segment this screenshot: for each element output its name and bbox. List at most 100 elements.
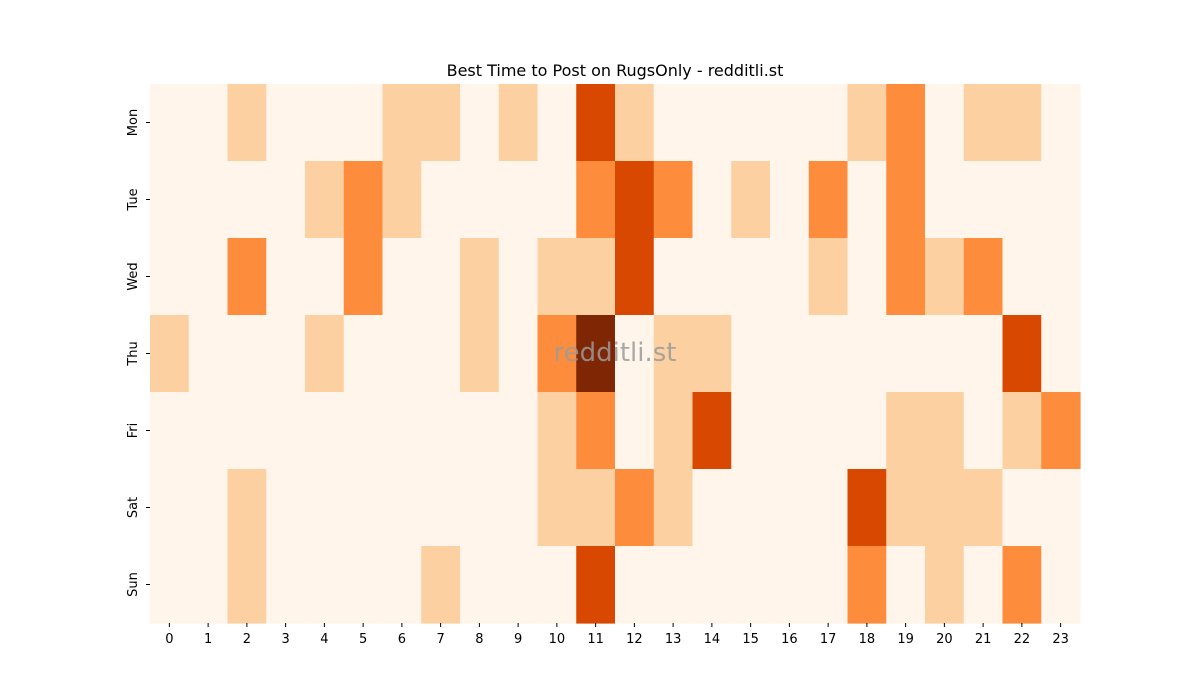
heatmap-cell-mon-13 <box>653 84 694 162</box>
heatmap-cell-thu-12 <box>615 315 655 393</box>
heatmap-cell-sat-21 <box>963 469 1004 547</box>
heatmap-cell-sun-10 <box>537 546 577 624</box>
heatmap-cell-thu-8 <box>460 315 500 393</box>
heatmap-cell-sat-5 <box>343 469 384 547</box>
heatmap-cell-sun-15 <box>731 546 771 624</box>
chart-title: Best Time to Post on RugsOnly - redditli… <box>447 61 784 80</box>
heatmap-cell-mon-4 <box>305 84 345 162</box>
heatmap-cell-thu-5 <box>343 315 384 393</box>
heatmap-cell-thu-18 <box>847 315 887 393</box>
heatmap-cell-mon-18 <box>847 84 887 162</box>
heatmap-cell-mon-21 <box>963 84 1004 162</box>
heatmap-cell-sat-3 <box>266 469 306 547</box>
heatmap-cell-fri-11 <box>576 392 616 470</box>
heatmap-cell-sat-2 <box>227 469 267 547</box>
heatmap-cell-sun-3 <box>266 546 306 624</box>
heatmap-cell-mon-0 <box>150 84 190 162</box>
heatmap-cell-mon-2 <box>227 84 267 162</box>
heatmap-cell-fri-21 <box>963 392 1004 470</box>
heatmap-cell-wed-16 <box>770 238 810 316</box>
x-tick-label-22: 22 <box>1014 632 1031 647</box>
heatmap-cell-wed-3 <box>266 238 306 316</box>
heatmap-cell-mon-10 <box>537 84 577 162</box>
x-tick-label-10: 10 <box>549 632 566 647</box>
heatmap-cell-sun-7 <box>421 546 461 624</box>
heatmap-cell-sun-6 <box>382 546 422 624</box>
heatmap-cell-tue-8 <box>460 161 500 239</box>
x-tick-label-16: 16 <box>781 632 798 647</box>
heatmap-cell-sat-0 <box>150 469 190 547</box>
heatmap-cell-tue-13 <box>653 161 694 239</box>
heatmap-cell-tue-1 <box>188 161 229 239</box>
heatmap-cell-sun-17 <box>808 546 849 624</box>
heatmap-cell-thu-3 <box>266 315 306 393</box>
heatmap-cell-fri-0 <box>150 392 190 470</box>
heatmap-cell-mon-11 <box>576 84 616 162</box>
heatmap-cell-mon-14 <box>692 84 732 162</box>
heatmap-cell-thu-23 <box>1041 315 1081 393</box>
heatmap-cell-tue-3 <box>266 161 306 239</box>
heatmap-cell-mon-6 <box>382 84 422 162</box>
x-tick-label-12: 12 <box>626 632 643 647</box>
heatmap-cell-mon-8 <box>460 84 500 162</box>
x-tick-label-11: 11 <box>587 632 604 647</box>
heatmap-cell-fri-12 <box>615 392 655 470</box>
heatmap-cell-mon-19 <box>886 84 926 162</box>
heatmap-cell-fri-7 <box>421 392 461 470</box>
heatmap-cell-thu-20 <box>925 315 965 393</box>
x-tick-label-18: 18 <box>859 632 876 647</box>
heatmap-cell-fri-6 <box>382 392 422 470</box>
heatmap-cell-fri-14 <box>692 392 732 470</box>
watermark: redditli.st <box>554 338 677 368</box>
heatmap-cell-wed-22 <box>1002 238 1042 316</box>
heatmap-cell-sun-19 <box>886 546 926 624</box>
heatmap-cell-wed-6 <box>382 238 422 316</box>
heatmap-cell-tue-9 <box>498 161 539 239</box>
heatmap-cell-sat-6 <box>382 469 422 547</box>
heatmap-cell-sat-14 <box>692 469 732 547</box>
heatmap-cell-sat-4 <box>305 469 345 547</box>
heatmap-cell-sun-0 <box>150 546 190 624</box>
y-tick-label-sat: Sat <box>126 497 141 518</box>
heatmap-cell-fri-4 <box>305 392 345 470</box>
heatmap-cell-sat-23 <box>1041 469 1081 547</box>
heatmap-cell-tue-5 <box>343 161 384 239</box>
heatmap-cell-thu-14 <box>692 315 732 393</box>
heatmap-cell-sun-21 <box>963 546 1004 624</box>
heatmap-cell-fri-10 <box>537 392 577 470</box>
x-tick-label-15: 15 <box>742 632 759 647</box>
heatmap-cell-sat-1 <box>188 469 229 547</box>
heatmap-cell-mon-23 <box>1041 84 1081 162</box>
heatmap-cell-sat-22 <box>1002 469 1042 547</box>
heatmap-cell-tue-2 <box>227 161 267 239</box>
heatmap-cell-sat-17 <box>808 469 849 547</box>
heatmap-cell-fri-3 <box>266 392 306 470</box>
heatmap-cell-tue-12 <box>615 161 655 239</box>
heatmap-cell-fri-8 <box>460 392 500 470</box>
heatmap-cell-wed-12 <box>615 238 655 316</box>
x-tick-label-9: 9 <box>514 632 522 647</box>
y-tick-label-tue: Tue <box>126 188 141 211</box>
x-tick-label-19: 19 <box>897 632 914 647</box>
heatmap-cell-sat-8 <box>460 469 500 547</box>
heatmap-cell-sat-16 <box>770 469 810 547</box>
heatmap-cell-thu-21 <box>963 315 1004 393</box>
heatmap-cell-tue-4 <box>305 161 345 239</box>
heatmap-cell-wed-15 <box>731 238 771 316</box>
heatmap-cell-fri-17 <box>808 392 849 470</box>
x-tick-label-2: 2 <box>243 632 251 647</box>
x-tick-label-14: 14 <box>704 632 721 647</box>
heatmap-cell-tue-11 <box>576 161 616 239</box>
heatmap-cell-fri-16 <box>770 392 810 470</box>
x-tick-label-3: 3 <box>281 632 289 647</box>
y-tick-label-mon: Mon <box>126 109 141 136</box>
heatmap-cell-mon-16 <box>770 84 810 162</box>
heatmap-cell-wed-17 <box>808 238 849 316</box>
heatmap-cell-thu-2 <box>227 315 267 393</box>
heatmap-cell-mon-22 <box>1002 84 1042 162</box>
heatmap-cell-wed-13 <box>653 238 694 316</box>
heatmap-cell-mon-20 <box>925 84 965 162</box>
heatmap-cell-mon-3 <box>266 84 306 162</box>
heatmap-cell-sun-23 <box>1041 546 1081 624</box>
